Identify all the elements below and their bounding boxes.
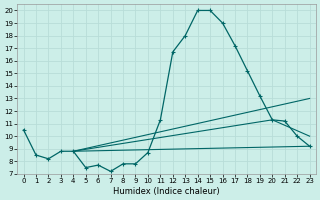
X-axis label: Humidex (Indice chaleur): Humidex (Indice chaleur) [113, 187, 220, 196]
